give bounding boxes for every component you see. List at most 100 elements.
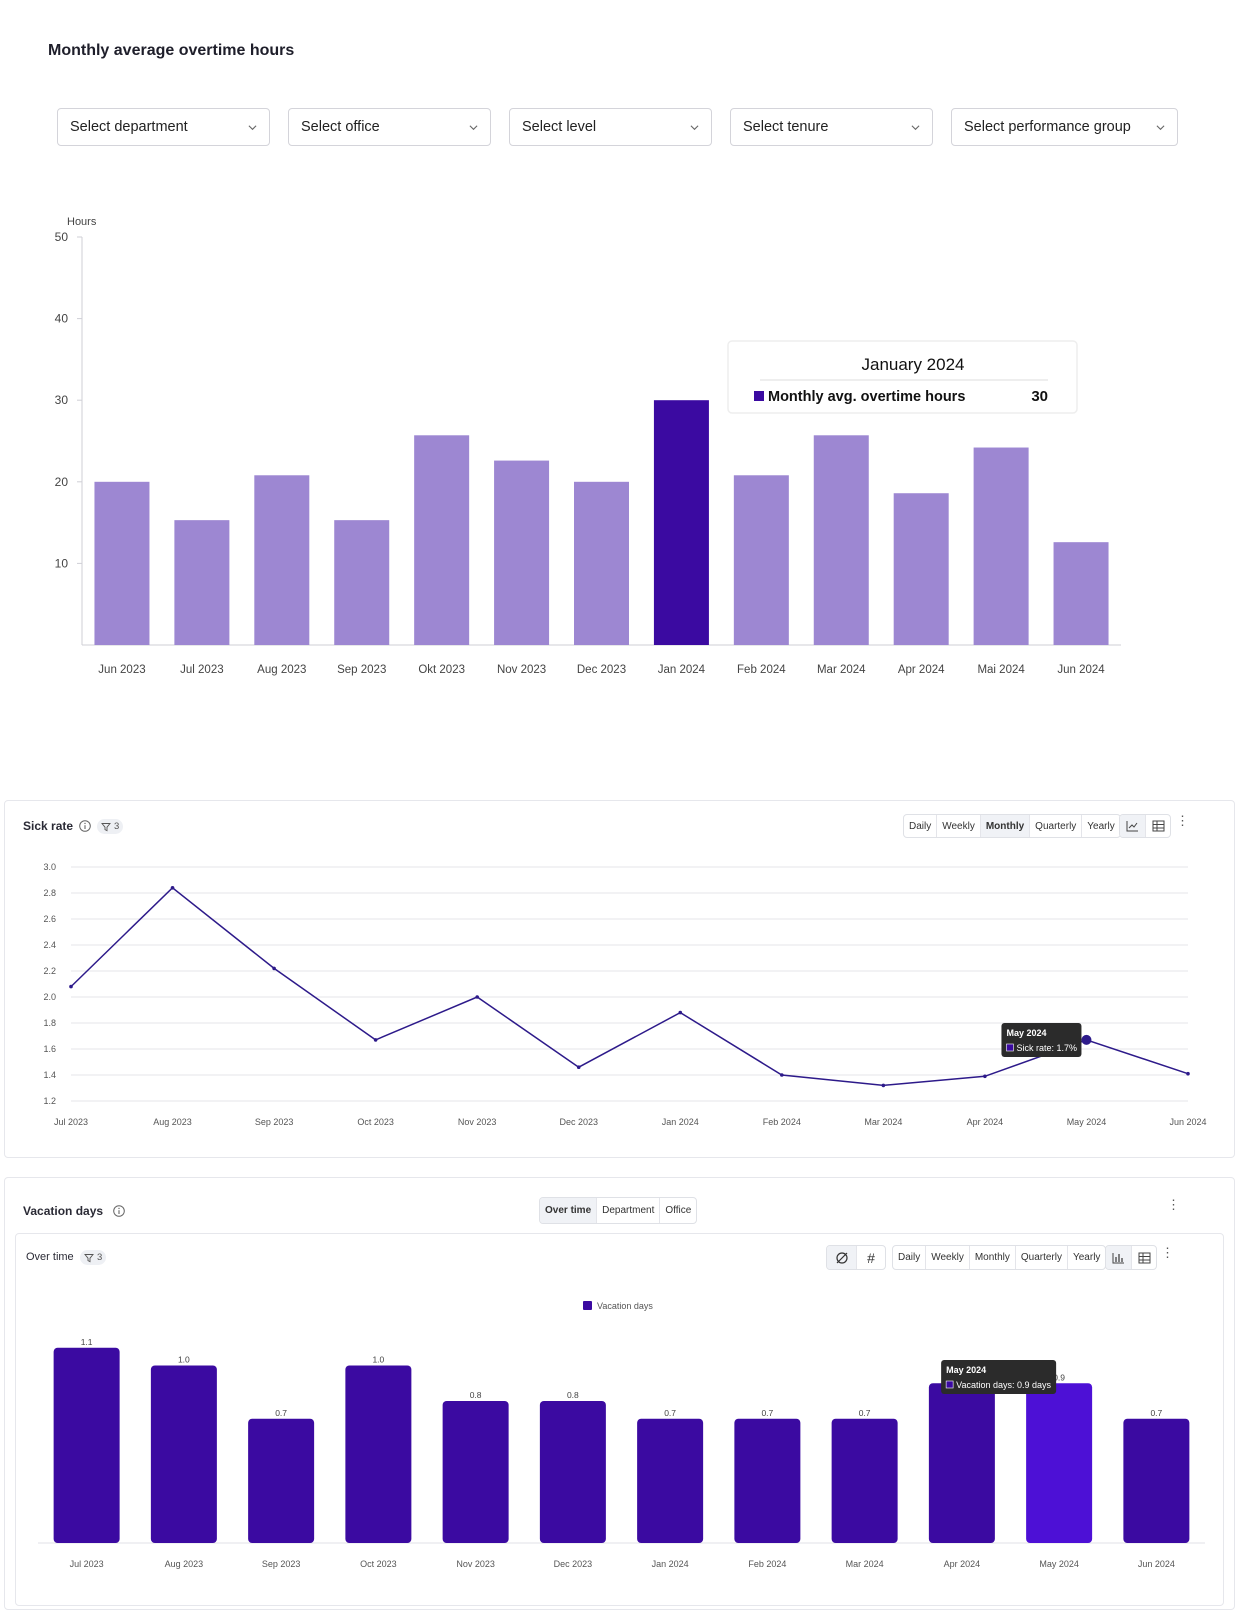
bar: [442, 1401, 509, 1543]
chevron-down-icon: [469, 124, 478, 130]
bar: [94, 481, 150, 645]
y-tick-label: 40: [55, 312, 69, 326]
sick-rate-chart: 1.2 1.4 1.6 1.8 2.0 2.2 2.4 2.6 2.8 3.0 Jul 2023 Au…: [43, 862, 1206, 1127]
y-tick-label: 1.6: [43, 1044, 56, 1054]
bar: [973, 447, 1029, 645]
filter-badge[interactable]: 3: [80, 1250, 107, 1265]
period-quarterly[interactable]: Quarterly: [1029, 815, 1081, 837]
more-options-icon[interactable]: ⋮: [1161, 1245, 1174, 1260]
bar: [653, 400, 709, 645]
period-quarterly[interactable]: Quarterly: [1014, 1246, 1067, 1269]
x-tick-label: Mai 2024: [977, 664, 1025, 676]
view-selector: Over time Department Office: [539, 1197, 698, 1224]
bar: [334, 520, 390, 645]
tooltip-box: [727, 340, 1078, 414]
x-tick-label: Aug 2023: [165, 1559, 204, 1569]
vacation-days-chart: Vacation days 1.1 Jul 2023 1.0 Aug 2023 0.7 Se…: [38, 1301, 1205, 1569]
x-tick-label: Apr 2024: [944, 1559, 981, 1569]
period-daily[interactable]: Daily: [898, 1252, 921, 1263]
x-tick-label: Feb 2024: [763, 1117, 801, 1127]
y-tick-label: 2.8: [43, 888, 56, 898]
bar: [813, 435, 869, 645]
view-office[interactable]: Office: [659, 1198, 696, 1223]
period-weekly[interactable]: Weekly: [936, 815, 980, 837]
filter-dropdown[interactable]: Select performance group: [951, 108, 1178, 146]
tooltip-swatch: [754, 391, 764, 401]
chart-view-toggle: [1105, 1245, 1157, 1270]
filter-icon: [84, 1253, 94, 1262]
sick-rate-card: Sick rate 3 Daily Weekly Monthly Quarterly Y…: [4, 800, 1235, 1158]
x-tick-label: Nov 2023: [497, 664, 546, 676]
more-options-icon[interactable]: ⋮: [1176, 813, 1189, 828]
y-tick-label: 30: [55, 393, 69, 407]
bar: [574, 481, 629, 645]
x-tick-label: Feb 2024: [748, 1559, 786, 1569]
view-toggle: [1119, 814, 1171, 838]
data-label: 0.9: [1053, 1372, 1065, 1382]
x-tick-label: Dec 2023: [577, 664, 626, 676]
period-monthly[interactable]: Monthly: [968, 1246, 1015, 1269]
bar: [53, 1347, 120, 1543]
chevron-down-icon: [911, 124, 920, 130]
x-tick-label: Nov 2023: [458, 1117, 497, 1127]
chart-tooltip: May 2024 Sick rate: 1.7%: [1001, 1023, 1082, 1057]
x-tick-label: Jul 2023: [70, 1559, 104, 1569]
tooltip-swatch: [1006, 1043, 1014, 1052]
period-yearly[interactable]: Yearly: [1081, 815, 1119, 837]
tooltip-title: January 2024: [861, 355, 964, 374]
filter-count: 3: [97, 1252, 103, 1263]
line-chart-icon: [1126, 821, 1138, 832]
show-values-button[interactable]: #: [856, 1246, 885, 1269]
filter-dropdown[interactable]: Select level: [509, 108, 712, 146]
table-view-button[interactable]: [1131, 1246, 1156, 1269]
info-icon[interactable]: [79, 820, 91, 832]
x-tick-label: Dec 2023: [554, 1559, 593, 1569]
filter-dropdown[interactable]: Select department: [57, 108, 270, 146]
hash-icon: #: [867, 1249, 875, 1266]
data-point: [373, 1038, 378, 1042]
info-icon[interactable]: [113, 1205, 125, 1217]
view-department[interactable]: Department: [596, 1198, 659, 1223]
bar: [248, 1418, 315, 1543]
tooltip-label: Vacation days: 0.9 days: [956, 1380, 1051, 1390]
data-label: 0.7: [761, 1408, 773, 1418]
line-chart-view-button[interactable]: [1120, 815, 1145, 837]
y-tick-label: 2.6: [43, 914, 56, 924]
bar: [734, 1418, 801, 1543]
more-options-icon[interactable]: ⋮: [1167, 1197, 1180, 1212]
y-tick-label: 10: [55, 556, 69, 570]
tooltip-label: Monthly avg. overtime hours: [768, 389, 965, 405]
no-labels-button[interactable]: [827, 1246, 856, 1269]
data-point: [170, 886, 175, 890]
filter-dropdown[interactable]: Select tenure: [730, 108, 933, 146]
table-view-button[interactable]: [1145, 815, 1170, 837]
period-monthly[interactable]: Monthly: [979, 815, 1030, 837]
x-tick-label: Mar 2024: [817, 664, 866, 676]
filter-dropdown[interactable]: Select office: [288, 108, 491, 146]
bar: [1026, 1383, 1093, 1543]
bar-chart-view-button[interactable]: [1106, 1246, 1131, 1269]
period-yearly[interactable]: Yearly: [1066, 1246, 1105, 1269]
x-tick-label: Okt 2023: [418, 664, 465, 676]
y-tick-label: 1.2: [43, 1096, 56, 1106]
filter-badge[interactable]: 3: [97, 819, 124, 834]
tooltip-box: [941, 1360, 1057, 1394]
period-weekly[interactable]: Weekly: [925, 1246, 969, 1269]
over-time-title: Over time: [26, 1251, 74, 1263]
filter-dropdown-label: Select level: [522, 119, 597, 135]
view-over-time[interactable]: Over time: [540, 1198, 597, 1223]
x-tick-label: Jan 2024: [652, 1559, 689, 1569]
tooltip-label: Sick rate: 1.7%: [1016, 1043, 1077, 1053]
data-label: 0.7: [859, 1408, 871, 1418]
display-toggle: #: [826, 1245, 886, 1270]
sick-rate-title: Sick rate: [23, 819, 74, 833]
bar: [928, 1383, 995, 1543]
data-point: [983, 1074, 987, 1079]
x-tick-label: Apr 2024: [967, 1117, 1004, 1127]
x-tick-label: Jun 2023: [98, 664, 145, 676]
bar: [174, 520, 230, 645]
filter-icon: [101, 822, 111, 831]
x-tick-label: Sep 2023: [262, 1559, 301, 1569]
period-daily[interactable]: Daily: [909, 820, 932, 832]
data-point: [475, 995, 479, 999]
